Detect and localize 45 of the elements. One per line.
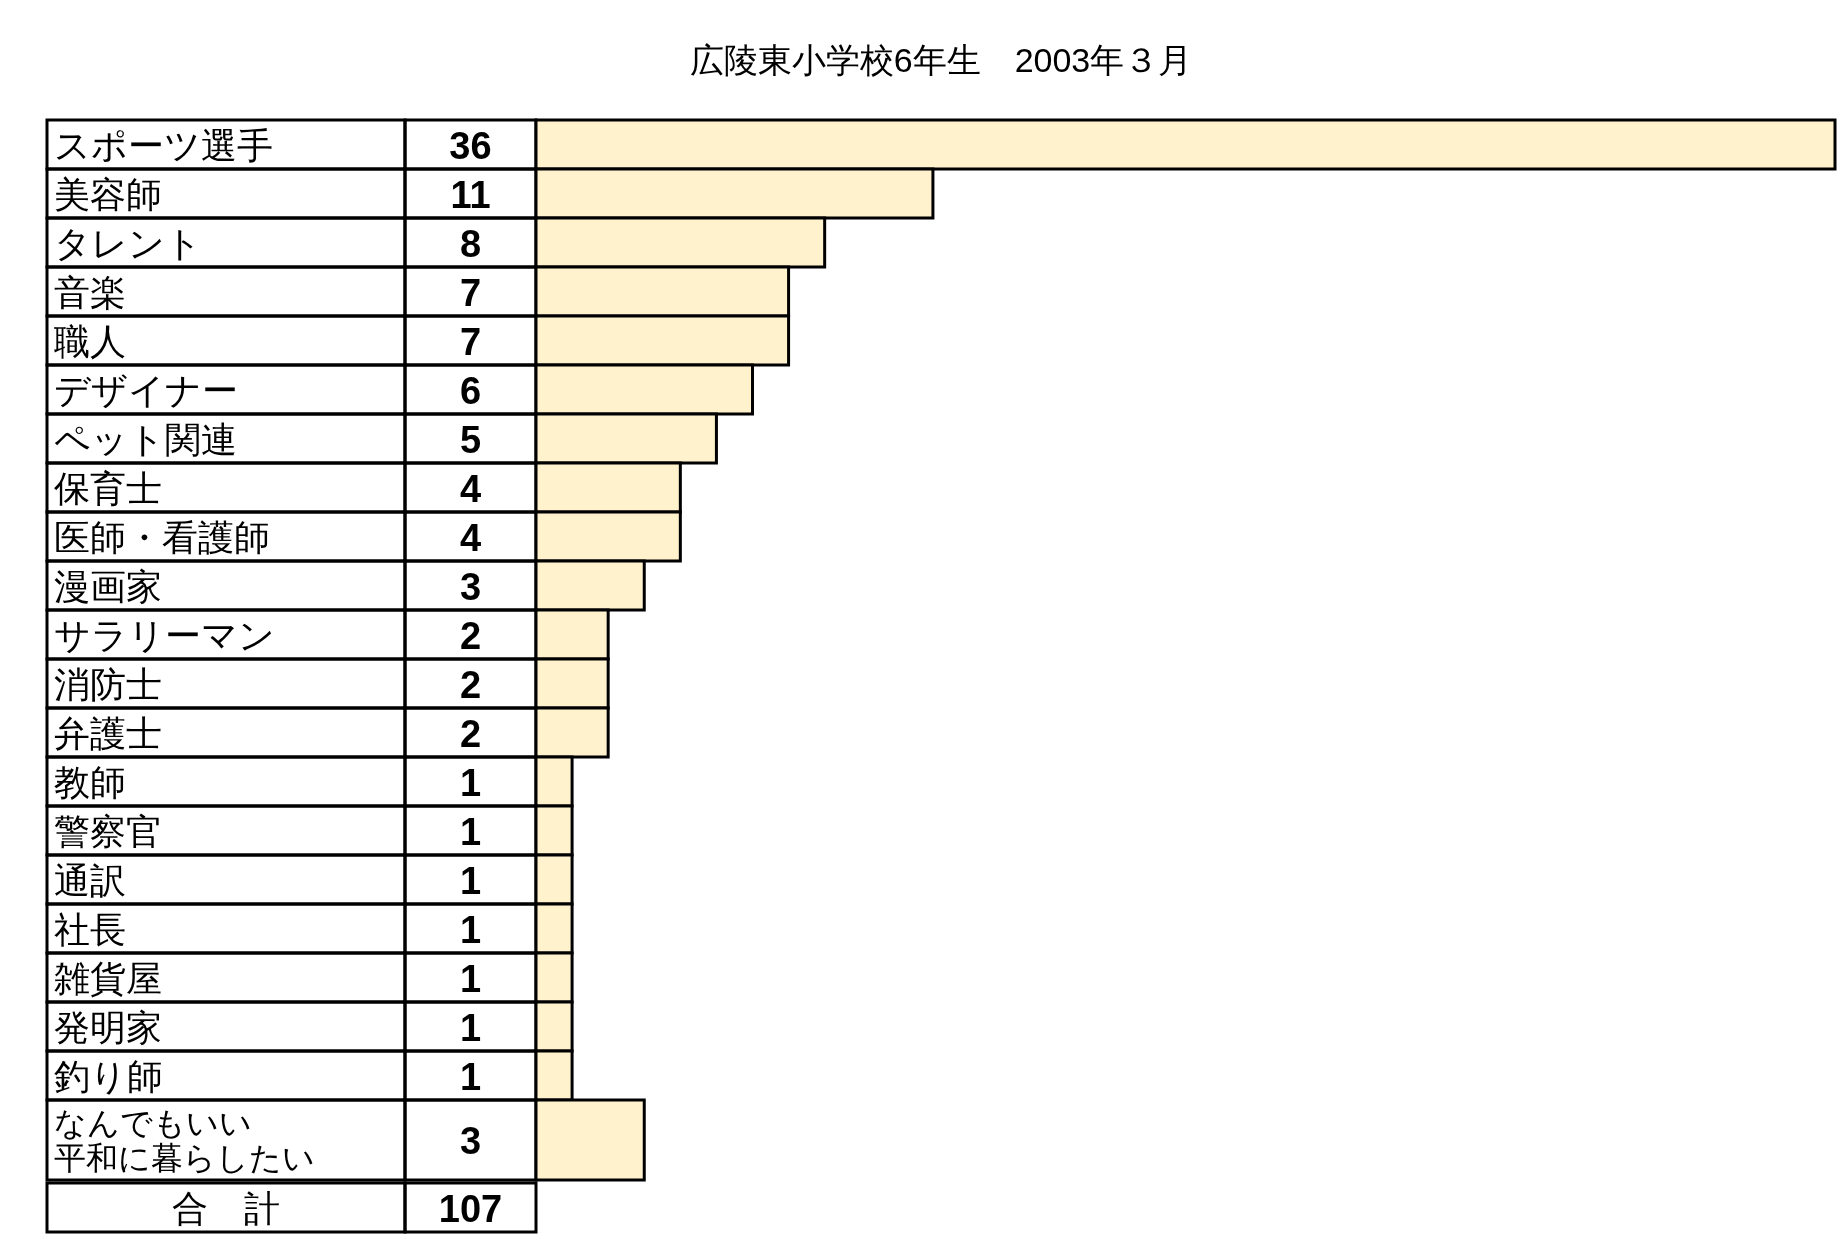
- data-label: 7: [459, 271, 482, 314]
- data-label: 1: [459, 908, 482, 951]
- data-label: 4: [459, 467, 482, 510]
- y-tick-label: 消防士: [54, 663, 162, 705]
- y-tick-label: ペット関連: [54, 418, 237, 460]
- y-tick-label: 音楽: [54, 271, 126, 313]
- y-tick-label: 雑貨屋: [54, 957, 162, 999]
- y-tick-label: 発明家: [54, 1006, 162, 1048]
- data-label: 1: [459, 1055, 482, 1098]
- y-tick-label: 弁護士: [54, 712, 162, 754]
- y-tick-label: 美容師: [54, 173, 162, 215]
- data-label: 2: [459, 712, 482, 755]
- y-tick-label: 社長: [54, 908, 126, 950]
- y-tick-label: 職人: [54, 320, 126, 362]
- chart-title: 広陵東小学校6年生 2003年３月: [689, 41, 1193, 79]
- data-label: 1: [459, 810, 482, 853]
- y-tick-label: 釣り師: [54, 1055, 163, 1097]
- data-label: 36: [449, 124, 492, 167]
- data-label: 5: [459, 418, 482, 461]
- data-label: 1: [459, 761, 482, 804]
- data-label: 11: [450, 173, 491, 216]
- data-label: 2: [459, 614, 482, 657]
- data-label: 4: [459, 516, 482, 559]
- data-label: 2: [459, 663, 482, 706]
- y-tick-label: タレント: [54, 222, 202, 264]
- y-tick-label: なんでもいい平和に暮らしたい: [54, 1105, 315, 1176]
- data-label: 3: [459, 565, 482, 608]
- data-label: 8: [459, 222, 482, 265]
- data-label: 1: [459, 1006, 482, 1049]
- y-tick-label: 通訳: [54, 859, 126, 901]
- y-tick-label: 医師・看護師: [54, 516, 270, 558]
- data-label: 1: [459, 859, 482, 902]
- y-tick-label: 警察官: [54, 810, 162, 852]
- data-label: 1: [459, 957, 482, 1000]
- text: 107: [438, 1187, 503, 1230]
- y-tick-label: 教師: [54, 761, 126, 803]
- data-label: 3: [459, 1120, 482, 1162]
- y-tick-label: デザイナー: [54, 369, 238, 411]
- data-label: 7: [459, 320, 482, 363]
- data-label: 6: [459, 369, 482, 412]
- y-tick-label: サラリーマン: [54, 614, 275, 656]
- y-tick-label: 漫画家: [54, 565, 162, 607]
- text: 合 計: [172, 1187, 280, 1229]
- y-tick-label: 保育士: [54, 467, 162, 509]
- y-tick-label: スポーツ選手: [54, 124, 273, 166]
